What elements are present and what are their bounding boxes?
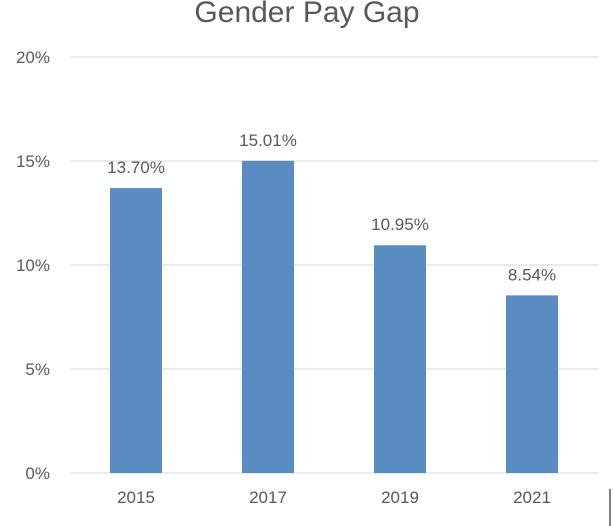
bar-2021	[506, 295, 558, 473]
data-label-2017: 15.01%	[239, 131, 297, 150]
x-tick-label: 2017	[249, 488, 287, 507]
x-tick-label: 2021	[513, 488, 551, 507]
data-label-2021: 8.54%	[508, 265, 556, 284]
y-tick-label: 20%	[16, 48, 50, 67]
bars-layer	[110, 160, 558, 474]
y-tick-label: 5%	[25, 360, 50, 379]
chart-title: Gender Pay Gap	[194, 0, 419, 29]
bar-2019	[374, 245, 426, 473]
x-tick-label: 2015	[117, 488, 155, 507]
x-tick-label: 2019	[381, 488, 419, 507]
labels-layer: 0% 5% 10% 15% 20% 13.70% 2015 15.01% 2017 10.95% 2…	[16, 48, 556, 507]
y-tick-label: 0%	[25, 464, 50, 483]
data-label-2019: 10.95%	[371, 215, 429, 234]
data-label-2015: 13.70%	[107, 158, 165, 177]
bar-2015	[110, 188, 162, 474]
bar-2017	[242, 160, 294, 474]
y-tick-label: 15%	[16, 152, 50, 171]
y-tick-label: 10%	[16, 256, 50, 275]
